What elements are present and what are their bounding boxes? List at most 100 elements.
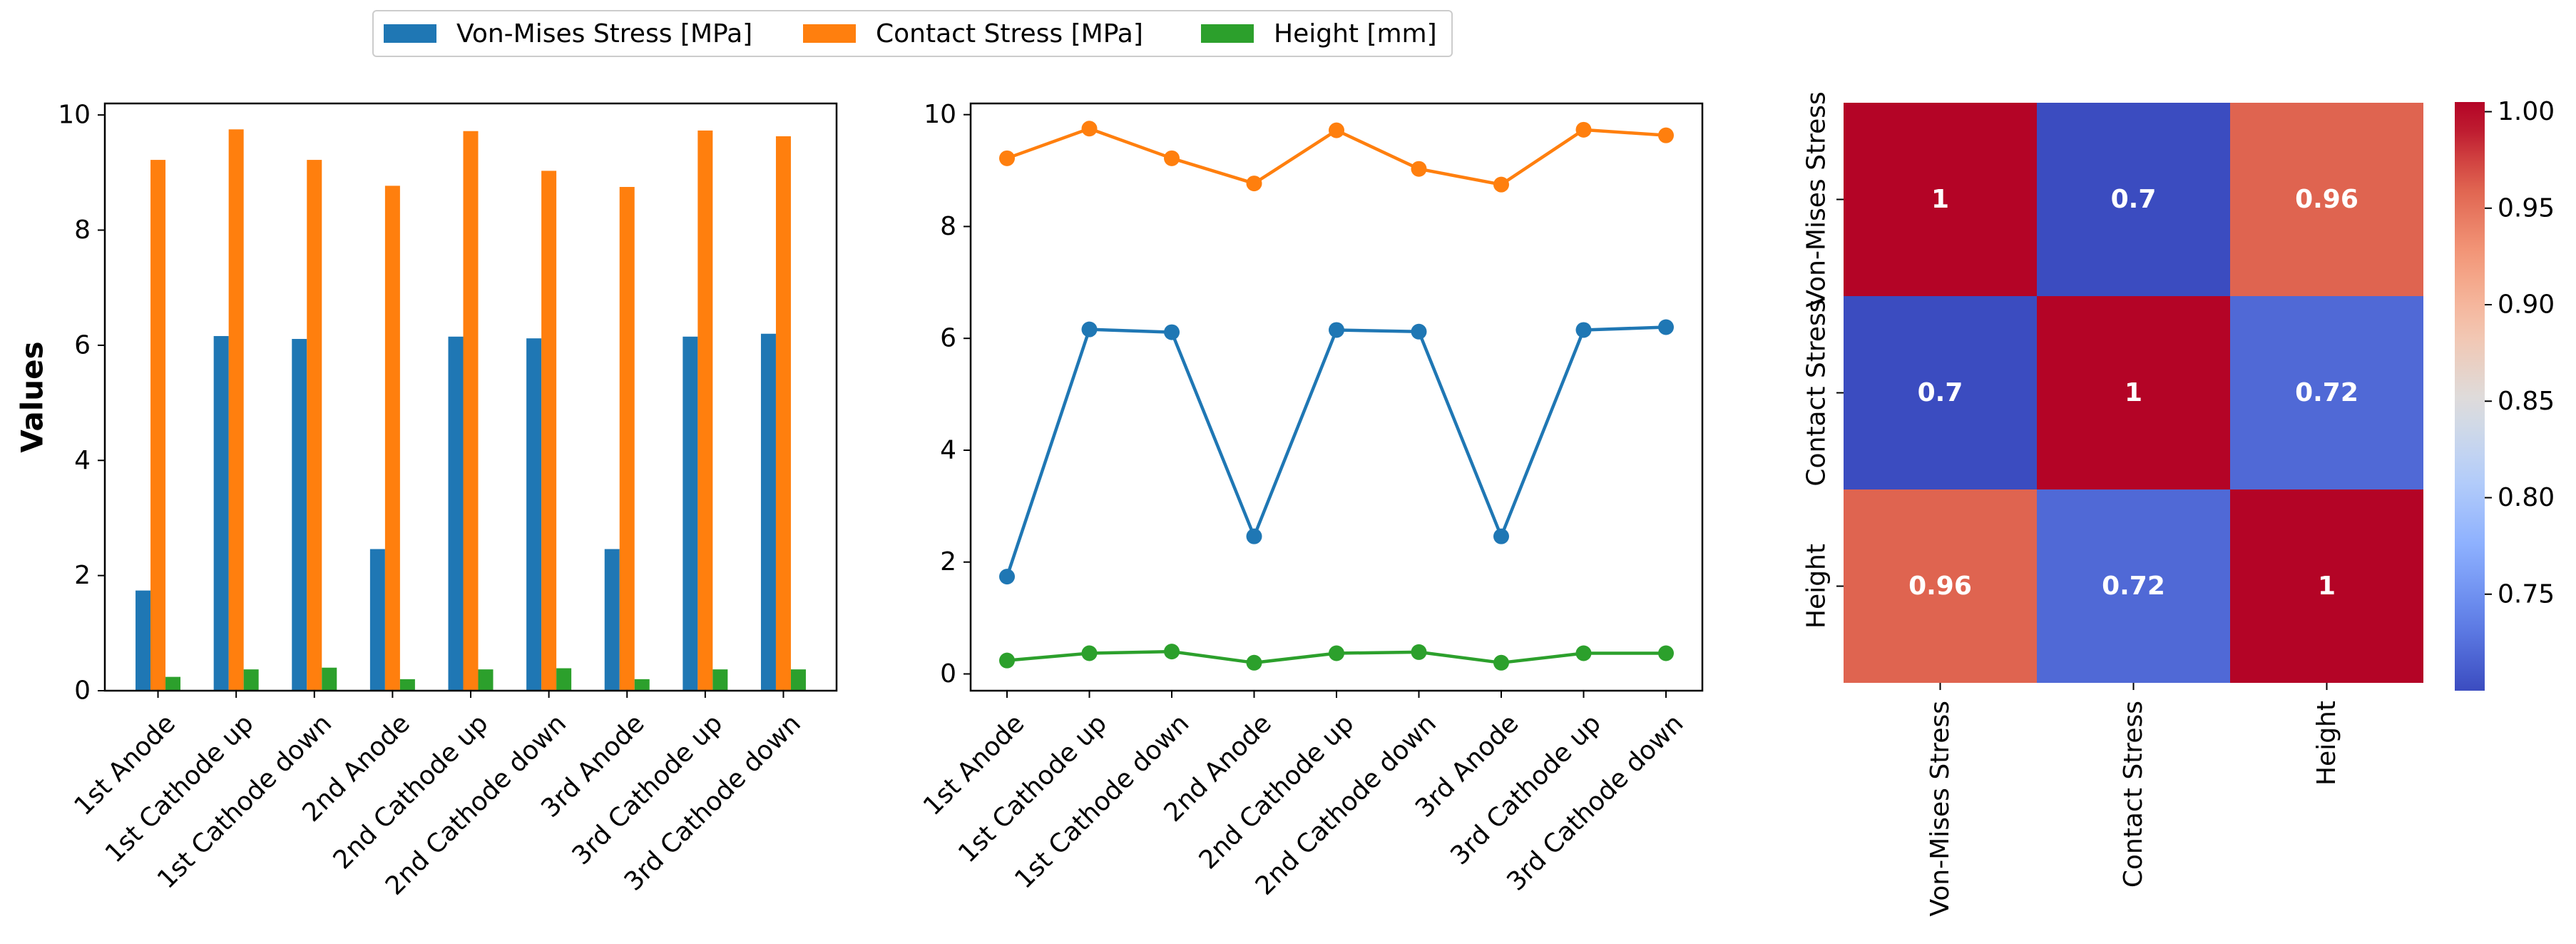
- heatmap-ylabel-contact-stress: Contact Stress: [1802, 299, 1831, 486]
- bar-chart-xtick-label-1st-cathode-up: 1st Cathode up: [100, 709, 260, 868]
- bar-contact-stress-mpa-1st-cathode-down: [307, 160, 322, 691]
- bar-contact-stress-mpa-3rd-cathode-up: [697, 130, 713, 691]
- line-chart-ytick-label-0: 0: [940, 659, 956, 689]
- legend-item-height: Height [mm]: [1201, 11, 1437, 56]
- heatmap-xlabel-von-mises-stress: Von-Mises Stress: [1926, 701, 1955, 916]
- heatmap-annotation-height-height: 1: [2318, 572, 2336, 601]
- heatmap-annotation-contact-stress-contact-stress: 1: [2125, 378, 2142, 407]
- point-height-mm-2nd-anode: [1246, 654, 1262, 671]
- bar-chart-ylabel: Values: [15, 341, 50, 452]
- colorbar: [2455, 102, 2485, 691]
- point-von-mises-stress-mpa-1st-cathode-up: [1081, 321, 1098, 337]
- point-von-mises-stress-mpa-1st-anode: [999, 569, 1015, 585]
- bar-von-mises-stress-mpa-3rd-cathode-up: [683, 336, 698, 691]
- bar-von-mises-stress-mpa-1st-anode: [136, 590, 151, 691]
- line-chart-xtick-label-1st-cathode-up: 1st Cathode up: [953, 709, 1113, 868]
- point-height-mm-1st-anode: [999, 652, 1015, 669]
- bar-contact-stress-mpa-2nd-cathode-up: [463, 131, 479, 691]
- bar-von-mises-stress-mpa-2nd-anode: [369, 549, 385, 691]
- bar-contact-stress-mpa-2nd-cathode-down: [541, 171, 557, 691]
- point-von-mises-stress-mpa-2nd-cathode-down: [1411, 323, 1427, 340]
- point-height-mm-3rd-anode: [1493, 654, 1509, 671]
- legend-swatch-von-mises: [384, 24, 436, 43]
- heatmap-cell-contact-stress-height: [2230, 296, 2423, 489]
- line-chart-xtick-label-3rd-cathode-up: 3rd Cathode up: [1445, 709, 1607, 871]
- bar-contact-stress-mpa-2nd-anode: [384, 186, 400, 691]
- legend-label-height: Height [mm]: [1274, 19, 1437, 49]
- legend-label-contact: Contact Stress [MPa]: [876, 19, 1143, 49]
- bar-von-mises-stress-mpa-2nd-cathode-up: [448, 336, 464, 691]
- heatmap-cell-von-mises-stress-von-mises-stress: [1844, 103, 2037, 296]
- point-height-mm-3rd-cathode-down: [1658, 645, 1674, 661]
- bar-chart-ytick-label-10: 10: [58, 101, 91, 130]
- legend-swatch-height: [1201, 24, 1254, 43]
- line-chart-ytick-label-6: 6: [940, 324, 956, 353]
- bar-height-mm-2nd-anode: [399, 679, 415, 691]
- line-chart-xtick-label-2nd-cathode-up: 2nd Cathode up: [1194, 709, 1360, 875]
- legend-item-contact: Contact Stress [MPa]: [803, 11, 1143, 56]
- bar-height-mm-3rd-cathode-up: [712, 669, 728, 691]
- heatmap-ylabel-von-mises-stress: Von-Mises Stress: [1802, 91, 1831, 307]
- heatmap-annotation-contact-stress-height: 0.72: [2295, 378, 2358, 407]
- colorbar-tick-label-1.00: 1.00: [2498, 97, 2555, 126]
- bar-chart-ytick-label-6: 6: [74, 330, 91, 360]
- point-von-mises-stress-mpa-2nd-cathode-up: [1329, 322, 1344, 338]
- legend: Von-Mises Stress [MPa] Contact Stress [M…: [372, 10, 1453, 57]
- bar-von-mises-stress-mpa-3rd-anode: [604, 549, 620, 691]
- line-chart-ytick-label-10: 10: [924, 100, 956, 129]
- heatmap-cell-height-height: [2230, 489, 2423, 683]
- point-contact-stress-mpa-1st-cathode-down: [1164, 150, 1180, 166]
- colorbar-tick-label-0.90: 0.90: [2498, 290, 2555, 320]
- bar-height-mm-2nd-cathode-down: [556, 668, 572, 691]
- heatmap-annotation-contact-stress-von-mises-stress: 0.7: [1918, 378, 1963, 407]
- bar-contact-stress-mpa-3rd-cathode-down: [775, 136, 791, 691]
- point-height-mm-2nd-cathode-up: [1329, 645, 1344, 661]
- bar-von-mises-stress-mpa-3rd-cathode-down: [760, 333, 776, 691]
- colorbar-tick-label-0.80: 0.80: [2498, 483, 2555, 512]
- point-height-mm-2nd-cathode-down: [1411, 644, 1427, 660]
- bar-height-mm-1st-cathode-up: [243, 669, 259, 691]
- heatmap-ylabel-height: Height: [1802, 544, 1831, 629]
- point-contact-stress-mpa-1st-anode: [999, 150, 1015, 166]
- point-height-mm-3rd-cathode-up: [1575, 645, 1592, 661]
- point-von-mises-stress-mpa-1st-cathode-down: [1164, 324, 1180, 340]
- colorbar-tick-label-0.75: 0.75: [2498, 579, 2555, 609]
- line-chart-ytick-label-4: 4: [940, 435, 956, 465]
- line-chart-ytick-label-2: 2: [940, 547, 956, 577]
- heatmap-annotation-von-mises-stress-contact-stress: 0.7: [2111, 185, 2157, 214]
- colorbar-tick-label-0.95: 0.95: [2498, 193, 2555, 223]
- point-height-mm-1st-cathode-down: [1164, 644, 1180, 660]
- heatmap-annotation-von-mises-stress-von-mises-stress: 1: [1931, 185, 1949, 214]
- bar-height-mm-1st-anode: [165, 676, 181, 691]
- point-contact-stress-mpa-3rd-cathode-down: [1658, 127, 1674, 143]
- point-contact-stress-mpa-2nd-cathode-down: [1411, 161, 1427, 177]
- heatmap-xlabel-contact-stress: Contact Stress: [2119, 701, 2148, 888]
- bar-height-mm-3rd-cathode-down: [790, 669, 806, 691]
- point-von-mises-stress-mpa-3rd-anode: [1493, 528, 1509, 544]
- heatmap-annotation-height-von-mises-stress: 0.96: [1908, 572, 1972, 601]
- heatmap-cell-von-mises-stress-height: [2230, 103, 2423, 296]
- bar-chart-ytick-label-4: 4: [74, 446, 91, 475]
- point-von-mises-stress-mpa-2nd-anode: [1246, 528, 1262, 544]
- legend-label-von-mises: Von-Mises Stress [MPa]: [456, 19, 753, 49]
- point-height-mm-1st-cathode-up: [1081, 645, 1098, 661]
- bar-chart-ytick-label-0: 0: [74, 676, 91, 706]
- point-von-mises-stress-mpa-3rd-cathode-up: [1575, 322, 1592, 338]
- bar-von-mises-stress-mpa-1st-cathode-down: [292, 339, 307, 691]
- bar-von-mises-stress-mpa-2nd-cathode-down: [526, 338, 542, 691]
- colorbar-tick-label-0.85: 0.85: [2498, 387, 2555, 416]
- bar-contact-stress-mpa-3rd-anode: [619, 186, 635, 691]
- bar-contact-stress-mpa-1st-anode: [150, 160, 166, 691]
- point-von-mises-stress-mpa-3rd-cathode-down: [1658, 319, 1674, 335]
- bar-contact-stress-mpa-1st-cathode-up: [228, 129, 244, 691]
- line-chart-ytick-label-8: 8: [940, 212, 956, 241]
- heatmap-annotation-height-contact-stress: 0.72: [2102, 572, 2165, 601]
- heatmap-cell-contact-stress-contact-stress: [2037, 296, 2230, 489]
- bar-height-mm-3rd-anode: [634, 679, 650, 691]
- heatmap-cell-height-contact-stress: [2037, 489, 2230, 683]
- legend-item-von-mises: Von-Mises Stress [MPa]: [384, 11, 752, 56]
- point-contact-stress-mpa-3rd-cathode-up: [1575, 121, 1592, 138]
- point-contact-stress-mpa-2nd-anode: [1246, 176, 1262, 192]
- line-chart-frame: [969, 102, 1704, 692]
